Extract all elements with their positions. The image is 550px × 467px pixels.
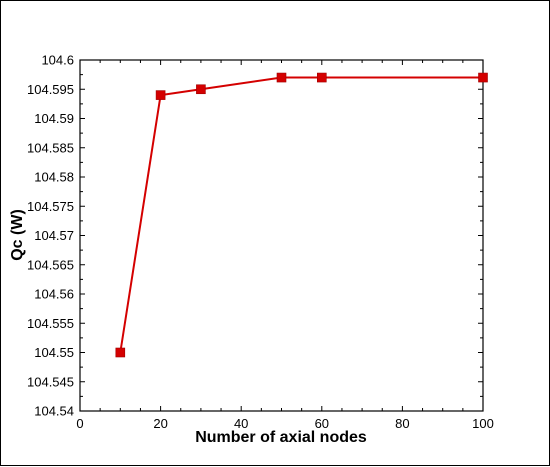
y-tick-label: 104.55 [34, 345, 74, 360]
y-tick-label: 104.59 [34, 111, 74, 126]
plot-area [79, 59, 484, 412]
x-tick-label: 0 [76, 416, 83, 431]
y-tick-label: 104.585 [27, 140, 74, 155]
x-axis-label: Number of axial nodes [195, 429, 367, 446]
data-point [115, 347, 126, 358]
x-tick-label: 40 [234, 416, 248, 431]
y-tick-label: 104.595 [27, 82, 74, 97]
data-point [478, 72, 488, 83]
y-tick-label: 104.57 [34, 228, 74, 243]
data-series [115, 72, 488, 358]
x-tick-label: 60 [315, 416, 329, 431]
y-tick-label: 104.58 [34, 170, 74, 185]
series-line [119, 76, 483, 353]
y-axis: 104.54 104.545 104.55 104.555 104.56 104.565 1… [27, 53, 483, 419]
y-tick-label: 104.545 [27, 374, 74, 389]
data-point [196, 84, 206, 95]
x-tick-label: 100 [472, 416, 494, 431]
x-tick-label: 80 [395, 416, 409, 431]
y-tick-label: 104.555 [27, 316, 74, 331]
data-point [155, 90, 166, 100]
y-tick-label: 104.54 [34, 404, 74, 419]
y-tick-label: 104.575 [27, 199, 74, 214]
x-tick-label: 20 [153, 416, 167, 431]
y-tick-label: 104.565 [27, 257, 74, 272]
data-point [276, 72, 287, 83]
y-axis-label: Qc (W) [9, 209, 26, 261]
y-tick-label: 104.6 [41, 53, 74, 68]
x-axis: 0 20 40 60 80 100 [76, 60, 494, 431]
data-point [316, 72, 327, 83]
y-tick-label: 104.56 [34, 287, 74, 302]
